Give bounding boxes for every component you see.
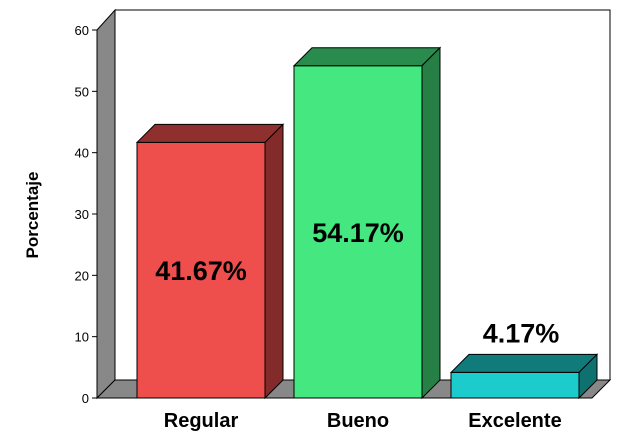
bar-regular	[135, 123, 285, 400]
data-label: 54.17%	[312, 218, 404, 248]
y-axis-ticks: 0 10 20 30 40 50 60	[75, 23, 97, 406]
bar-front	[450, 371, 580, 399]
data-label: 41.67%	[155, 256, 247, 286]
back-wall-outline	[115, 9, 611, 380]
category-labels: Regular Bueno Excelente	[164, 410, 562, 432]
bar-side	[421, 46, 441, 400]
bar-front	[136, 141, 266, 399]
bar-top	[292, 47, 442, 67]
bar-excelente	[449, 353, 599, 400]
category-label: Excelente	[468, 410, 561, 432]
data-labels: 41.67% 54.17% 4.17%	[155, 218, 559, 349]
y-tick-label: 40	[75, 146, 89, 161]
y-tick-label: 10	[75, 330, 89, 345]
bar-side	[264, 123, 284, 400]
y-tick-label: 50	[75, 84, 89, 99]
y-tick-label: 0	[82, 391, 89, 406]
y-tick-label: 60	[75, 23, 89, 38]
left-wall	[96, 8, 116, 400]
bar-side	[578, 353, 598, 400]
y-axis-title: Porcentaje	[23, 172, 42, 259]
y-tick-label: 20	[75, 268, 89, 283]
bars	[135, 46, 599, 400]
data-label: 4.17%	[483, 318, 560, 348]
category-label: Regular	[164, 410, 239, 432]
bar-bueno	[292, 46, 442, 400]
category-label: Bueno	[327, 410, 389, 432]
bar-top	[135, 123, 285, 143]
y-tick-label: 30	[75, 207, 89, 222]
bar-top	[449, 353, 599, 373]
bar-front	[293, 65, 423, 399]
